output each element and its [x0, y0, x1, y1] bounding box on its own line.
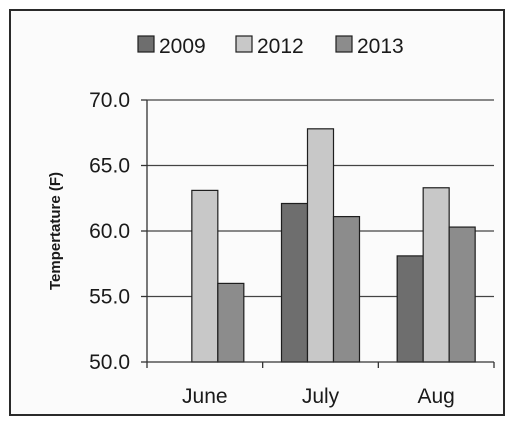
x-category-label: June	[182, 385, 228, 408]
y-tick-label: 50.0	[89, 351, 130, 374]
bar-2013-aug	[448, 226, 476, 363]
legend-label-2009: 2009	[159, 35, 206, 58]
bar-2013-july	[332, 215, 361, 363]
x-category-label: Aug	[417, 385, 454, 408]
y-tick-label: 70.0	[89, 89, 130, 112]
bar-2012-aug	[422, 187, 450, 363]
y-tick-labels: 50.0 55.0 60.0 65.0 70.0	[89, 89, 130, 374]
x-category-label: July	[302, 385, 340, 408]
bar-2012-june	[191, 189, 219, 363]
y-tick-label: 55.0	[89, 286, 130, 309]
bar-2013-june	[217, 282, 245, 363]
legend-label-2012: 2012	[257, 35, 304, 58]
axes	[141, 99, 495, 368]
y-axis-label: Tempertature (F)	[47, 172, 64, 290]
legend-swatch-2013	[335, 35, 353, 53]
legend-swatch-2009	[137, 35, 155, 53]
x-category-labels: June July Aug	[182, 385, 455, 408]
bar-2009-july	[280, 202, 309, 363]
legend-label-2013: 2013	[357, 35, 404, 58]
y-tick-label: 60.0	[89, 220, 130, 243]
bar-2012-july	[306, 128, 335, 363]
bars	[191, 128, 476, 363]
legend-swatch-2012	[235, 35, 253, 53]
bar-2009-aug	[396, 255, 424, 363]
y-tick-label: 65.0	[89, 155, 130, 178]
legend: 2009 2012 2013	[137, 35, 404, 58]
